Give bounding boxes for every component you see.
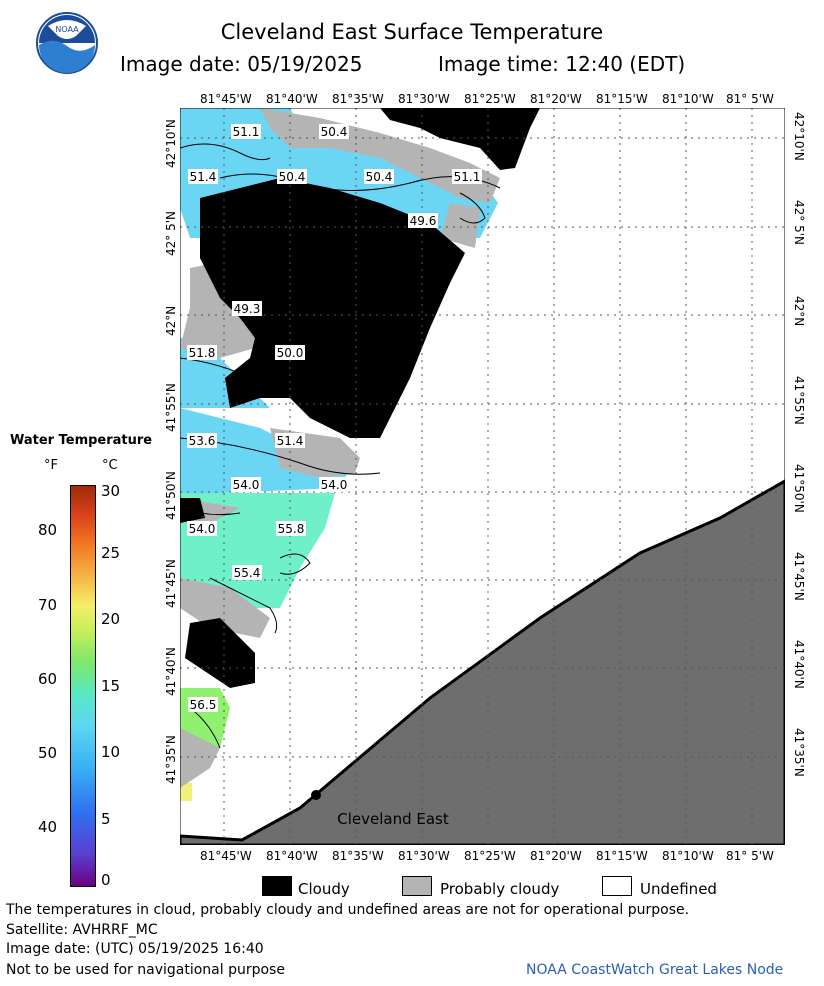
- lon-label-bottom: 81°15'W: [596, 849, 648, 863]
- key-label-undefined: Undefined: [640, 880, 717, 898]
- contour-label: 55.8: [278, 522, 305, 536]
- contour-label: 51.8: [189, 346, 216, 360]
- lon-label-bottom: 81°35'W: [332, 849, 384, 863]
- lat-label-right: 41°50'N: [792, 464, 806, 513]
- disclaimer-text: The temperatures in cloud, probably clou…: [6, 902, 690, 918]
- contour-label: 51.4: [190, 170, 217, 184]
- key-swatch-undefined: [602, 876, 632, 896]
- lat-label-left: 42°10'N: [164, 119, 178, 168]
- lat-label-left: 41°50'N: [164, 471, 178, 520]
- legend-title: Water Temperature: [10, 433, 153, 448]
- lon-label-top: 81° 5'W: [726, 92, 774, 106]
- contour-label: 51.1: [233, 125, 260, 139]
- cloud-south: [185, 618, 255, 688]
- legend-tick-f: 80: [38, 521, 58, 539]
- key-label-cloudy: Cloudy: [298, 880, 350, 898]
- lat-label-right: 42° 5'N: [792, 200, 806, 245]
- lat-label-right: 41°45'N: [792, 552, 806, 601]
- lat-label-left: 41°45'N: [164, 559, 178, 608]
- legend-tick-f: 70: [38, 596, 58, 614]
- lat-label-left: 41°40'N: [164, 647, 178, 696]
- place-label: Cleveland East: [337, 810, 449, 828]
- lon-label-top: 81°20'W: [530, 92, 582, 106]
- legend-unit-c: °C: [102, 458, 118, 473]
- color-scale-bar: [70, 485, 96, 887]
- lat-label-left: 41°55'N: [164, 383, 178, 432]
- legend-tick-c: 15: [101, 677, 121, 695]
- legend-tick-c: 20: [101, 610, 121, 628]
- legend-tick-f: 50: [38, 744, 58, 762]
- nav-warning-text: Not to be used for navigational purpose: [6, 962, 285, 978]
- contour-label: 50.4: [279, 170, 306, 184]
- contour-label: 49.6: [410, 214, 437, 228]
- temperature-map: 51.1 50.4 51.4 50.4 50.4 51.1 49.6 49.3 …: [180, 108, 785, 845]
- contour-label-group: 51.1 50.4 51.4 50.4 50.4 51.1 49.6 49.3 …: [187, 124, 482, 712]
- key-label-probably-cloudy: Probably cloudy: [440, 880, 560, 898]
- water-warm-spot: [180, 783, 192, 801]
- contour-label: 51.4: [277, 434, 304, 448]
- cloud-central: [200, 178, 465, 438]
- image-date-label: Image date: 05/19/2025: [120, 52, 363, 76]
- lon-label-top: 81°40'W: [266, 92, 318, 106]
- legend-tick-c: 0: [101, 871, 111, 889]
- lat-label-right: 42°N: [792, 296, 806, 327]
- city-marker: [311, 790, 321, 800]
- probably-cloudy-ne: [440, 203, 480, 248]
- lon-label-bottom: 81°20'W: [530, 849, 582, 863]
- lat-label-right: 41°40'N: [792, 640, 806, 689]
- contour-label: 49.3: [234, 302, 261, 316]
- lon-label-top: 81°10'W: [662, 92, 714, 106]
- legend-tick-c: 5: [101, 810, 111, 828]
- contour-label: 53.6: [189, 434, 216, 448]
- land-area: [180, 479, 785, 845]
- contour-label: 51.1: [454, 170, 481, 184]
- contour-label: 54.0: [233, 478, 260, 492]
- noaa-logo: NOAA: [36, 12, 98, 74]
- contour-label: 54.0: [189, 522, 216, 536]
- lat-label-right: 41°55'N: [792, 376, 806, 425]
- lon-label-top: 81°15'W: [596, 92, 648, 106]
- lat-label-left: 41°35'N: [164, 735, 178, 784]
- cloud-north: [380, 108, 540, 170]
- legend-tick-c: 10: [101, 743, 121, 761]
- graticule: [180, 108, 785, 845]
- lat-label-left: 42° 5'N: [164, 211, 178, 256]
- lon-label-bottom: 81°45'W: [200, 849, 252, 863]
- page-title: Cleveland East Surface Temperature: [220, 20, 604, 44]
- lat-label-right: 41°35'N: [792, 728, 806, 777]
- lon-label-bottom: 81°25'W: [464, 849, 516, 863]
- lon-label-bottom: 81°40'W: [266, 849, 318, 863]
- cloud-sw: [180, 498, 205, 523]
- contour-label: 50.4: [366, 170, 393, 184]
- lat-label-right: 42°10'N: [792, 112, 806, 161]
- legend-tick-c: 25: [101, 544, 121, 562]
- lon-label-top: 81°25'W: [464, 92, 516, 106]
- lon-label-bottom: 81°10'W: [662, 849, 714, 863]
- lon-label-top: 81°30'W: [398, 92, 450, 106]
- image-time-label: Image time: 12:40 (EDT): [438, 52, 686, 76]
- svg-text:NOAA: NOAA: [55, 25, 79, 34]
- satellite-text: Satellite: AVHRRF_MC: [6, 922, 158, 938]
- contour-label: 50.0: [277, 346, 304, 360]
- key-swatch-probably-cloudy: [402, 876, 432, 896]
- key-swatch-cloudy: [262, 876, 292, 896]
- contour-label: 56.5: [190, 698, 217, 712]
- legend-tick-f: 40: [38, 818, 58, 836]
- legend-unit-f: °F: [44, 458, 58, 473]
- lon-label-bottom: 81°30'W: [398, 849, 450, 863]
- legend-tick-c: 30: [101, 482, 121, 500]
- contour-label: 55.4: [234, 566, 261, 580]
- lat-label-left: 42°N: [164, 305, 178, 336]
- contour-label: 50.4: [321, 125, 348, 139]
- probably-cloudy-shore: [180, 728, 220, 788]
- credit-text: NOAA CoastWatch Great Lakes Node: [526, 962, 784, 978]
- utc-date-text: Image date: (UTC) 05/19/2025 16:40: [6, 941, 264, 957]
- lon-label-bottom: 81° 5'W: [726, 849, 774, 863]
- lon-label-top: 81°45'W: [200, 92, 252, 106]
- legend-tick-f: 60: [38, 670, 58, 688]
- contour-label: 54.0: [321, 478, 348, 492]
- lon-label-top: 81°35'W: [332, 92, 384, 106]
